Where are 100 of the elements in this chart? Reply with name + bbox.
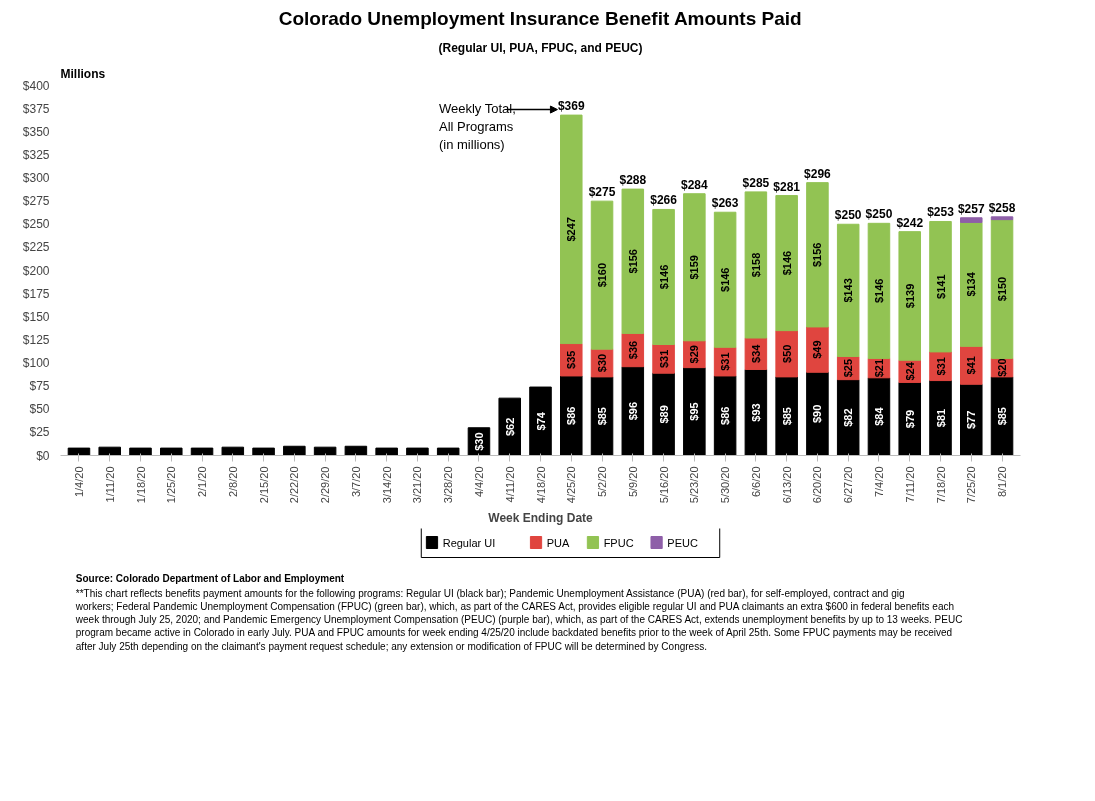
bar <box>590 200 614 350</box>
data-label: $81 <box>934 408 947 428</box>
bar <box>990 219 1014 359</box>
total-label: $288 <box>619 173 647 188</box>
total-label: $250 <box>834 208 862 223</box>
x-tick-label: 7/11/20 <box>903 466 916 503</box>
bar <box>713 211 737 348</box>
data-label: $89 <box>657 405 670 424</box>
data-label: $31 <box>657 349 670 369</box>
y-tick-label: $350 <box>22 124 50 139</box>
data-label: $146 <box>872 278 885 304</box>
bar <box>652 208 675 345</box>
y-tick-label: $100 <box>22 356 50 370</box>
bar <box>560 375 583 456</box>
legend-label: FPUC <box>603 536 634 549</box>
data-label: $156 <box>626 249 639 274</box>
y-tick-label: $325 <box>22 147 50 162</box>
y-tick-label: $150 <box>22 309 50 324</box>
bar <box>960 383 983 456</box>
y-tick-label: $125 <box>22 332 50 347</box>
data-label: $146 <box>780 250 793 276</box>
y-tick-label: $25 <box>29 425 50 440</box>
y-tick-label: $375 <box>22 101 50 116</box>
bar <box>344 445 368 456</box>
x-tick-label: 5/9/20 <box>626 466 639 498</box>
bar <box>898 231 921 361</box>
legend-label: PUA <box>546 536 571 549</box>
bar <box>867 222 891 359</box>
x-tick-label: 7/25/20 <box>965 466 978 504</box>
y-tick-label: $75 <box>29 379 50 394</box>
bar <box>252 447 275 456</box>
x-tick-label: 6/13/20 <box>780 466 793 504</box>
data-label: $156 <box>811 242 824 268</box>
total-label: $263 <box>711 196 739 211</box>
data-label: $85 <box>596 407 609 426</box>
x-tick-label: 4/4/20 <box>472 466 485 498</box>
y-tick-label: $175 <box>22 286 50 301</box>
data-label: $82 <box>842 408 855 427</box>
data-label: $24 <box>903 361 916 381</box>
total-label: $242 <box>896 215 924 230</box>
data-label: $31 <box>719 352 732 371</box>
bar <box>98 446 121 456</box>
data-label: $25 <box>842 358 855 378</box>
bar <box>713 375 737 456</box>
x-tick-label: 2/15/20 <box>257 466 270 504</box>
bar <box>621 366 645 456</box>
legend-label: PEUC <box>667 536 698 549</box>
x-tick-label: 3/14/20 <box>380 466 393 504</box>
bar <box>436 447 460 456</box>
bar <box>375 447 398 456</box>
data-label: $95 <box>688 402 701 421</box>
y-tick-label: $250 <box>22 217 50 232</box>
data-label: $141 <box>934 274 947 299</box>
data-label: $49 <box>811 340 824 359</box>
bar <box>313 446 337 456</box>
data-label: $96 <box>626 401 639 421</box>
total-label: $285 <box>742 175 770 190</box>
chart-title: Colorado Unemployment Insurance Benefit Amounts Paid <box>278 7 802 29</box>
total-label: $266 <box>650 193 678 208</box>
chart-subtitle: (Regular UI, PUA, FPUC, and PEUC) <box>438 40 643 55</box>
x-tick-label: 1/25/20 <box>165 466 178 504</box>
bar <box>744 368 768 456</box>
data-label: $21 <box>872 358 885 378</box>
y-tick-label: $300 <box>22 171 50 185</box>
total-label: $253 <box>927 205 955 220</box>
data-label: $20 <box>996 358 1009 377</box>
x-tick-label: 3/28/20 <box>442 466 455 504</box>
data-label: $159 <box>688 255 701 280</box>
x-tick-label: 4/18/20 <box>534 466 547 504</box>
data-label: $146 <box>657 264 670 290</box>
bar <box>652 372 675 456</box>
data-label: $31 <box>934 357 947 376</box>
data-label: $158 <box>749 252 762 278</box>
x-tick-label: 4/11/20 <box>503 466 516 503</box>
data-label: $143 <box>842 278 855 303</box>
y-tick-label: $50 <box>29 402 50 417</box>
bar <box>129 447 152 456</box>
bar <box>929 380 952 456</box>
y-tick-label: $225 <box>22 240 50 255</box>
data-label: $84 <box>872 406 885 426</box>
bar <box>744 191 768 339</box>
x-tick-label: 7/18/20 <box>934 466 947 504</box>
bar <box>775 195 798 332</box>
data-label: $160 <box>596 262 609 288</box>
bar <box>836 223 860 358</box>
y-tick-label: $400 <box>22 78 50 93</box>
x-tick-label: 5/2/20 <box>596 466 609 498</box>
data-label: $90 <box>811 404 824 424</box>
total-label: $257 <box>957 201 985 216</box>
total-label: $275 <box>588 185 616 200</box>
x-tick-label: 5/30/20 <box>719 466 732 504</box>
y-axis-title: Millions <box>60 66 106 81</box>
data-label: $134 <box>965 271 978 297</box>
total-label: $369 <box>557 99 585 114</box>
x-tick-label: 6/20/20 <box>811 466 824 504</box>
bar <box>806 371 829 456</box>
data-label: $77 <box>965 410 978 430</box>
bar <box>406 447 429 456</box>
data-label: $247 <box>565 217 578 242</box>
data-label: $85 <box>996 407 1009 426</box>
